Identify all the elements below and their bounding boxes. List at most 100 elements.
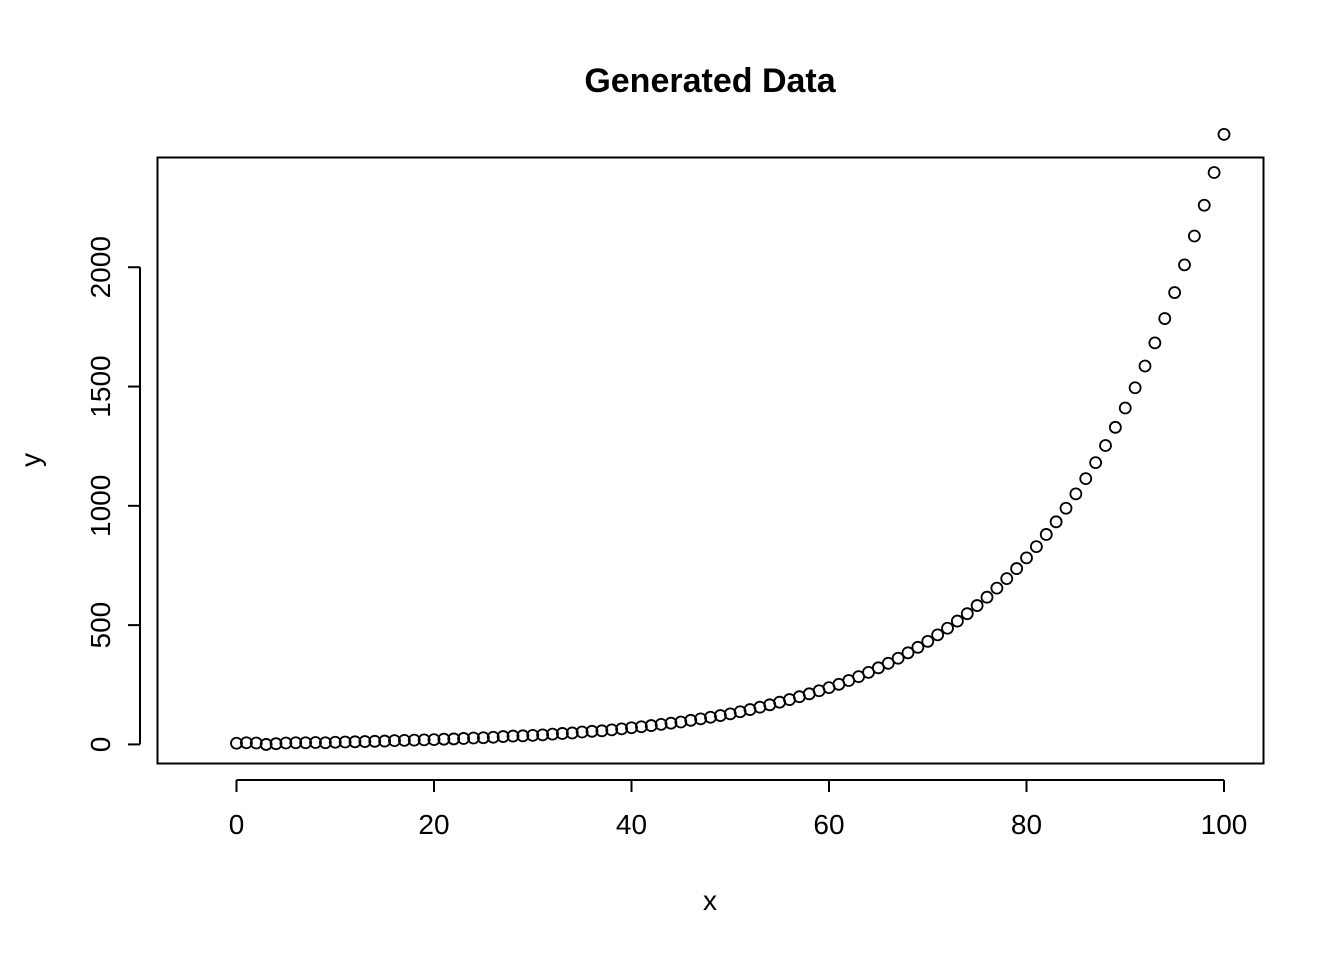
data-point [239, 736, 253, 750]
data-point [348, 735, 362, 749]
data-point [941, 621, 954, 635]
data-point [249, 736, 263, 750]
data-point [318, 736, 332, 750]
data-point [960, 607, 974, 621]
data-point [1039, 528, 1053, 541]
data-point [1000, 572, 1014, 585]
data-point [931, 628, 945, 642]
data-point [664, 716, 678, 730]
data-point [368, 734, 382, 748]
y-tick-label: 0 [85, 737, 116, 753]
data-point [1089, 456, 1103, 470]
y-tick-label: 2000 [85, 236, 116, 298]
data-point [516, 729, 530, 743]
data-point [595, 724, 609, 738]
data-point [467, 731, 480, 745]
data-point [1148, 336, 1162, 350]
data-point [269, 737, 283, 751]
data-point [289, 736, 303, 750]
data-point [1099, 439, 1112, 452]
data-point [259, 738, 273, 751]
chart-title: Generated Data [584, 62, 836, 100]
data-point [950, 614, 964, 628]
data-point [1187, 229, 1201, 243]
plot-frame [156, 156, 1265, 765]
data-point [901, 646, 915, 660]
data-point [615, 722, 629, 736]
data-point [378, 734, 392, 748]
data-point [555, 727, 569, 740]
data-point [486, 730, 500, 744]
data-point [437, 732, 451, 746]
data-point [625, 721, 638, 735]
data-point [644, 719, 658, 732]
data-point [427, 733, 441, 747]
data-point [921, 634, 935, 648]
data-point [299, 736, 313, 750]
data-point [397, 733, 411, 747]
data-point [585, 724, 599, 738]
data-point [230, 736, 243, 750]
data-point [990, 581, 1004, 595]
data-point [1158, 312, 1172, 325]
data-point [358, 735, 372, 748]
data-point [1168, 286, 1182, 299]
x-axis-label: x [703, 885, 717, 916]
x-tick-label: 0 [229, 809, 245, 840]
data-point [417, 733, 431, 747]
data-point [328, 735, 342, 749]
data-point [1178, 258, 1191, 272]
y-axis: 0 500 1000 1500 2000 [85, 236, 141, 753]
data-point [881, 656, 895, 670]
data-point [309, 736, 322, 749]
data-point [654, 717, 668, 731]
data-point [1010, 562, 1024, 575]
data-point [1118, 401, 1132, 415]
data-point [546, 727, 559, 741]
data-point [565, 726, 579, 740]
data-point [338, 735, 352, 749]
data-point [1207, 166, 1221, 179]
data-point [457, 732, 471, 745]
data-point [980, 590, 994, 604]
x-tick-label: 60 [813, 809, 844, 840]
y-tick-label: 1000 [85, 475, 116, 537]
x-axis: 0 20 40 60 80 100 [229, 779, 1248, 840]
data-point [1128, 381, 1142, 395]
x-tick-label: 80 [1011, 809, 1042, 840]
y-tick-label: 500 [85, 602, 116, 649]
data-point [526, 728, 540, 742]
data-points [230, 127, 1231, 751]
data-point [605, 723, 619, 737]
data-point [506, 729, 520, 743]
data-point [536, 728, 550, 742]
data-point [1059, 501, 1073, 515]
data-point [279, 736, 293, 750]
data-point [447, 732, 461, 746]
y-axis-label: y [15, 453, 46, 467]
data-point [476, 731, 490, 745]
y-tick-label: 1500 [85, 355, 116, 417]
data-point [407, 733, 421, 747]
data-point [1020, 551, 1033, 565]
data-point [911, 640, 925, 654]
x-tick-label: 100 [1201, 809, 1248, 840]
data-point [891, 651, 905, 665]
data-point [634, 720, 648, 734]
x-tick-label: 20 [418, 809, 449, 840]
data-point [1108, 420, 1122, 434]
data-point [1197, 198, 1211, 212]
data-point [1079, 472, 1093, 486]
data-point [1029, 540, 1043, 554]
data-point [1069, 487, 1083, 501]
data-point [1049, 515, 1063, 529]
data-point [1138, 359, 1152, 373]
data-point [575, 725, 589, 739]
data-point [388, 734, 401, 747]
x-tick-label: 40 [616, 809, 647, 840]
data-point [684, 713, 698, 727]
data-point [496, 730, 510, 743]
data-point [1217, 127, 1231, 141]
